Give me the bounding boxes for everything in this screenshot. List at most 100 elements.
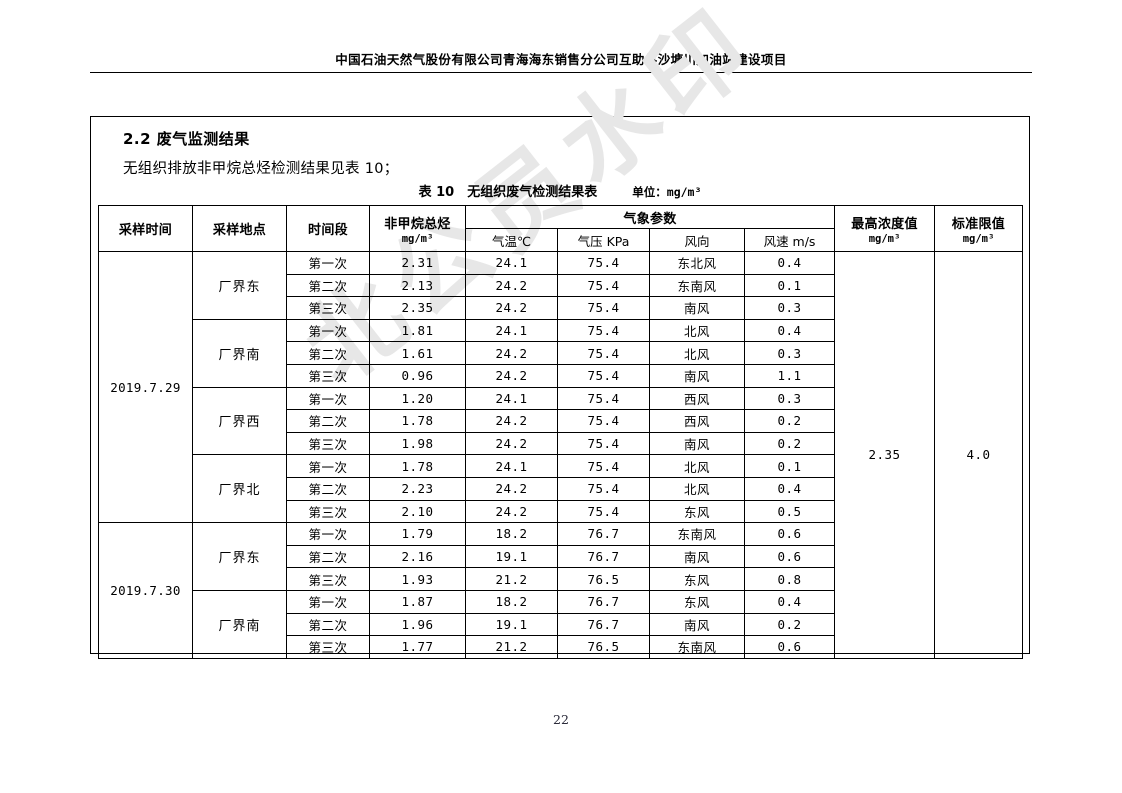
cell-pressure: 75.4 (557, 409, 650, 433)
cell-wind-speed: 0.2 (743, 409, 836, 433)
cell-nmhc-value: 2.31 (369, 251, 466, 275)
cell-wind-direction: 东风 (649, 589, 745, 614)
cell-temperature: 24.1 (465, 318, 558, 343)
col-header-weather-params: 气象参数 (464, 205, 836, 229)
cell-sampling-site: 厂界东 (192, 522, 287, 591)
cell-wind-direction: 东南风 (649, 273, 745, 298)
section-intro-paragraph: 无组织排放非甲烷总烃检测结果见表 10； (123, 161, 399, 177)
cell-nmhc-value: 2.23 (369, 476, 466, 501)
cell-pressure: 75.4 (557, 476, 650, 501)
cell-time-period: 第二次 (286, 612, 370, 637)
cell-pressure: 76.7 (557, 589, 650, 614)
table-caption-unit: 单位：mg/m³ (632, 185, 702, 199)
cell-time-period: 第一次 (286, 454, 370, 478)
cell-time-period: 第二次 (286, 476, 370, 501)
cell-nmhc-value: 2.35 (369, 296, 466, 320)
cell-max-concentration: 2.35 (834, 251, 936, 659)
cell-wind-speed: 0.1 (743, 454, 836, 478)
cell-temperature: 24.2 (465, 476, 558, 501)
cell-time-period: 第三次 (286, 499, 370, 524)
table-row: 第二次 2.23 24.2 75.4 北风 0.4 (99, 476, 1023, 501)
table-row: 第三次 1.77 21.2 76.5 东南风 0.6 (99, 635, 1023, 659)
cell-wind-speed: 0.1 (743, 273, 836, 298)
cell-time-period: 第二次 (286, 341, 370, 365)
cell-nmhc-value: 0.96 (369, 363, 466, 388)
col-header-standard-limit-label: 标准限值 (951, 216, 1006, 232)
cell-wind-direction: 南风 (649, 363, 745, 388)
cell-temperature: 19.1 (465, 612, 558, 637)
cell-pressure: 75.4 (557, 386, 650, 411)
cell-temperature: 24.2 (465, 341, 558, 365)
cell-nmhc-value: 1.96 (369, 612, 466, 637)
table-row: 第二次 1.78 24.2 75.4 西风 0.2 (99, 409, 1023, 433)
cell-temperature: 24.2 (465, 296, 558, 320)
cell-pressure: 75.4 (557, 431, 650, 456)
table-row: 第三次 1.98 24.2 75.4 南风 0.2 (99, 431, 1023, 456)
cell-nmhc-value: 1.87 (369, 589, 466, 614)
col-header-nmhc: 非甲烷总烃 mg/m³ (369, 205, 466, 252)
cell-nmhc-value: 1.78 (369, 409, 466, 433)
cell-wind-direction: 东南风 (649, 522, 745, 546)
cell-wind-speed: 0.5 (743, 499, 836, 524)
col-header-wind-speed: 风速 m/s (743, 228, 836, 252)
page-running-header: 中国石油天然气股份有限公司青海海东销售分公司互助县沙塘川加油站建设项目 (90, 52, 1032, 73)
table-row: 第二次 1.61 24.2 75.4 北风 0.3 (99, 341, 1023, 365)
col-header-standard-limit-unit: mg/m³ (962, 232, 995, 245)
table-row: 第二次 1.96 19.1 76.7 南风 0.2 (99, 612, 1023, 637)
page-number: 22 (553, 712, 569, 727)
cell-wind-direction: 北风 (649, 476, 745, 501)
cell-time-period: 第一次 (286, 251, 370, 275)
cell-temperature: 24.2 (465, 409, 558, 433)
cell-sampling-site: 厂界南 (192, 318, 287, 388)
cell-wind-direction: 南风 (649, 612, 745, 637)
cell-wind-direction: 南风 (649, 544, 745, 569)
cell-nmhc-value: 2.16 (369, 544, 466, 569)
cell-wind-direction: 西风 (649, 409, 745, 433)
table-caption-text: 表 10 无组织废气检测结果表 (418, 185, 598, 200)
cell-nmhc-value: 1.61 (369, 341, 466, 365)
cell-nmhc-value: 1.77 (369, 635, 466, 659)
cell-wind-speed: 0.3 (743, 386, 836, 411)
cell-nmhc-value: 1.79 (369, 522, 466, 546)
cell-wind-direction: 南风 (649, 431, 745, 456)
cell-wind-direction: 东南风 (649, 635, 745, 659)
cell-time-period: 第一次 (286, 318, 370, 343)
table-header: 采样时间 采样地点 时间段 非甲烷总烃 mg/m³ 气象参数 最高浓度值 mg/… (98, 205, 1024, 252)
cell-temperature: 18.2 (465, 589, 558, 614)
cell-sampling-date: 2019.7.29 (98, 250, 193, 524)
cell-time-period: 第二次 (286, 273, 370, 298)
cell-nmhc-value: 2.13 (369, 273, 466, 298)
col-header-wind-direction: 风向 (649, 228, 745, 252)
cell-wind-direction: 北风 (649, 318, 745, 343)
table-row: 第三次 2.35 24.2 75.4 南风 0.3 (99, 296, 1023, 320)
cell-wind-speed: 0.3 (743, 341, 836, 365)
cell-wind-speed: 0.6 (743, 544, 836, 569)
cell-wind-direction: 东风 (649, 567, 745, 591)
cell-temperature: 24.1 (465, 386, 558, 411)
cell-sampling-site: 厂界北 (192, 454, 287, 524)
cell-pressure: 75.4 (557, 454, 650, 478)
cell-sampling-site: 厂界东 (192, 251, 287, 320)
cell-temperature: 18.2 (465, 522, 558, 546)
cell-pressure: 75.4 (557, 363, 650, 388)
header-divider-rule (90, 72, 1032, 73)
cell-sampling-site: 厂界南 (192, 589, 287, 659)
col-header-time-period: 时间段 (286, 205, 370, 252)
cell-pressure: 75.4 (557, 273, 650, 298)
cell-time-period: 第三次 (286, 296, 370, 320)
cell-wind-direction: 南风 (649, 296, 745, 320)
cell-standard-limit: 4.0 (934, 251, 1024, 659)
cell-temperature: 24.2 (465, 273, 558, 298)
cell-wind-direction: 北风 (649, 341, 745, 365)
running-header-title: 中国石油天然气股份有限公司青海海东销售分公司互助县沙塘川加油站建设项目 (335, 52, 787, 67)
cell-wind-direction: 北风 (649, 454, 745, 478)
cell-wind-speed: 0.4 (743, 318, 836, 343)
cell-time-period: 第三次 (286, 363, 370, 388)
cell-pressure: 76.7 (557, 522, 650, 546)
cell-temperature: 19.1 (465, 544, 558, 569)
cell-time-period: 第一次 (286, 522, 370, 546)
cell-nmhc-value: 2.10 (369, 499, 466, 524)
col-header-nmhc-label: 非甲烷总烃 (384, 216, 451, 232)
section-heading: 2.2 废气监测结果 (123, 130, 250, 148)
cell-pressure: 75.4 (557, 318, 650, 343)
